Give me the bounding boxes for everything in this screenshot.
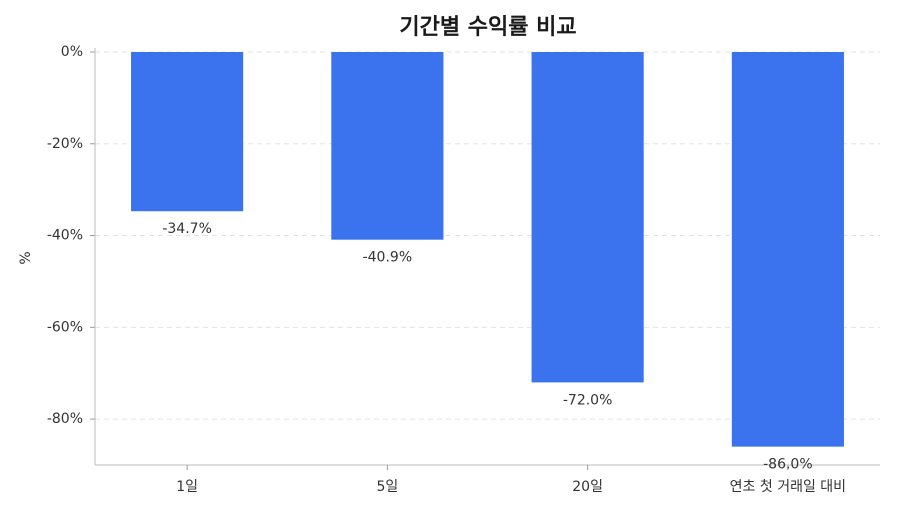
- y-tick-label: -20%: [47, 136, 83, 152]
- y-tick-label: -40%: [47, 228, 83, 244]
- bar: [531, 52, 644, 383]
- value-label: -86.0%: [763, 457, 813, 473]
- value-label: -40.9%: [363, 250, 413, 266]
- bar: [731, 52, 844, 447]
- x-tick-label: 20일: [572, 479, 603, 495]
- y-tick-label: -60%: [47, 319, 83, 335]
- y-tick-label: -80%: [47, 411, 83, 427]
- y-tick-label: 0%: [61, 44, 83, 60]
- value-label: -34.7%: [162, 221, 212, 237]
- x-tick-label: 연초 첫 거래일 대비: [730, 479, 846, 495]
- value-label: -72.0%: [563, 392, 613, 408]
- y-axis-label: %: [18, 251, 34, 264]
- bar: [331, 52, 444, 240]
- bar: [131, 52, 244, 212]
- chart-title: 기간별 수익률 비교: [399, 15, 576, 40]
- x-tick-label: 5일: [376, 479, 398, 495]
- x-tick-label: 1일: [176, 479, 198, 495]
